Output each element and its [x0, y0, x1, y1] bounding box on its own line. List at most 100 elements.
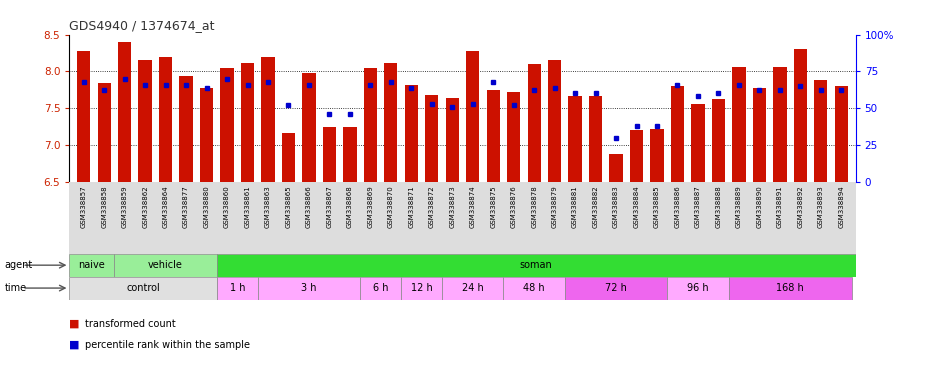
Bar [139, 60, 152, 182]
Bar [364, 68, 377, 182]
Text: GSM338861: GSM338861 [244, 185, 251, 228]
Text: GSM338858: GSM338858 [101, 185, 107, 228]
Bar [343, 127, 356, 182]
Bar [159, 57, 172, 182]
Text: GDS4940 / 1374674_at: GDS4940 / 1374674_at [69, 19, 215, 32]
Text: GSM338875: GSM338875 [490, 185, 496, 228]
Bar [507, 92, 521, 182]
Text: GSM338889: GSM338889 [736, 185, 742, 228]
Bar [240, 63, 254, 182]
Text: 24 h: 24 h [462, 283, 484, 293]
Bar [503, 276, 565, 300]
Text: GSM338866: GSM338866 [306, 185, 312, 228]
Text: transformed count: transformed count [85, 319, 176, 329]
Text: GSM338893: GSM338893 [818, 185, 824, 228]
Text: GSM338892: GSM338892 [797, 185, 803, 228]
Bar [630, 130, 643, 182]
Text: GSM338873: GSM338873 [450, 185, 455, 228]
Text: 6 h: 6 h [373, 283, 388, 293]
Bar [773, 67, 786, 182]
Bar [691, 104, 705, 182]
Text: GSM338882: GSM338882 [593, 185, 598, 228]
Bar [216, 254, 856, 276]
Bar [650, 129, 663, 182]
Text: GSM338868: GSM338868 [347, 185, 352, 228]
Text: GSM338865: GSM338865 [286, 185, 291, 228]
Text: GSM338883: GSM338883 [613, 185, 619, 228]
Text: GSM338871: GSM338871 [408, 185, 414, 228]
Bar [401, 276, 442, 300]
Text: 168 h: 168 h [776, 283, 804, 293]
Text: GSM338888: GSM338888 [715, 185, 722, 228]
Bar [711, 99, 725, 182]
Text: 72 h: 72 h [605, 283, 627, 293]
Bar [729, 276, 852, 300]
Text: control: control [126, 283, 160, 293]
Bar [115, 254, 216, 276]
Bar [216, 276, 258, 300]
Text: GSM338860: GSM338860 [224, 185, 230, 228]
Text: GSM338887: GSM338887 [695, 185, 701, 228]
Bar [360, 276, 401, 300]
Text: GSM338857: GSM338857 [80, 185, 87, 228]
Text: ■: ■ [69, 340, 80, 350]
Bar [589, 96, 602, 182]
Bar [220, 68, 234, 182]
Text: GSM338880: GSM338880 [204, 185, 210, 228]
Text: vehicle: vehicle [148, 260, 183, 270]
Bar [200, 88, 214, 182]
Text: GSM338879: GSM338879 [551, 185, 558, 228]
Bar [753, 88, 766, 182]
Text: GSM338885: GSM338885 [654, 185, 660, 228]
Bar [302, 73, 315, 182]
Bar [487, 91, 500, 182]
Text: GSM338869: GSM338869 [367, 185, 374, 228]
Text: naive: naive [79, 260, 105, 270]
Bar [258, 276, 360, 300]
Bar [446, 98, 459, 182]
Bar [442, 276, 503, 300]
Text: GSM338886: GSM338886 [674, 185, 681, 228]
Bar [69, 254, 115, 276]
Bar [404, 84, 418, 182]
Text: GSM338867: GSM338867 [327, 185, 332, 228]
Text: GSM338881: GSM338881 [573, 185, 578, 228]
Bar [426, 95, 438, 182]
Bar [262, 57, 275, 182]
Bar [323, 127, 336, 182]
Bar [179, 76, 192, 182]
Bar [548, 60, 561, 182]
Text: GSM338870: GSM338870 [388, 185, 394, 228]
Bar [118, 42, 131, 182]
Bar [565, 276, 667, 300]
Text: soman: soman [520, 260, 552, 270]
Bar [671, 86, 684, 182]
Bar [667, 276, 729, 300]
Bar [569, 96, 582, 182]
Text: 96 h: 96 h [687, 283, 709, 293]
Text: agent: agent [5, 260, 33, 270]
Text: GSM338890: GSM338890 [757, 185, 762, 228]
Text: GSM338862: GSM338862 [142, 185, 148, 228]
Bar [794, 49, 807, 182]
Bar [77, 51, 91, 182]
Text: time: time [5, 283, 27, 293]
Text: GSM338859: GSM338859 [122, 185, 128, 228]
Text: GSM338864: GSM338864 [163, 185, 168, 228]
Text: GSM338863: GSM338863 [265, 185, 271, 228]
Bar [384, 63, 398, 182]
Bar [527, 64, 541, 182]
Bar [733, 67, 746, 182]
Bar [69, 276, 216, 300]
Text: ■: ■ [69, 319, 80, 329]
Text: GSM338874: GSM338874 [470, 185, 475, 228]
Text: 3 h: 3 h [302, 283, 316, 293]
Text: GSM338877: GSM338877 [183, 185, 189, 228]
Text: GSM338872: GSM338872 [429, 185, 435, 228]
Bar [610, 154, 623, 182]
Text: GSM338878: GSM338878 [531, 185, 537, 228]
Bar [814, 80, 828, 182]
Text: 12 h: 12 h [411, 283, 432, 293]
Bar [834, 86, 848, 182]
Text: GSM338884: GSM338884 [634, 185, 639, 228]
